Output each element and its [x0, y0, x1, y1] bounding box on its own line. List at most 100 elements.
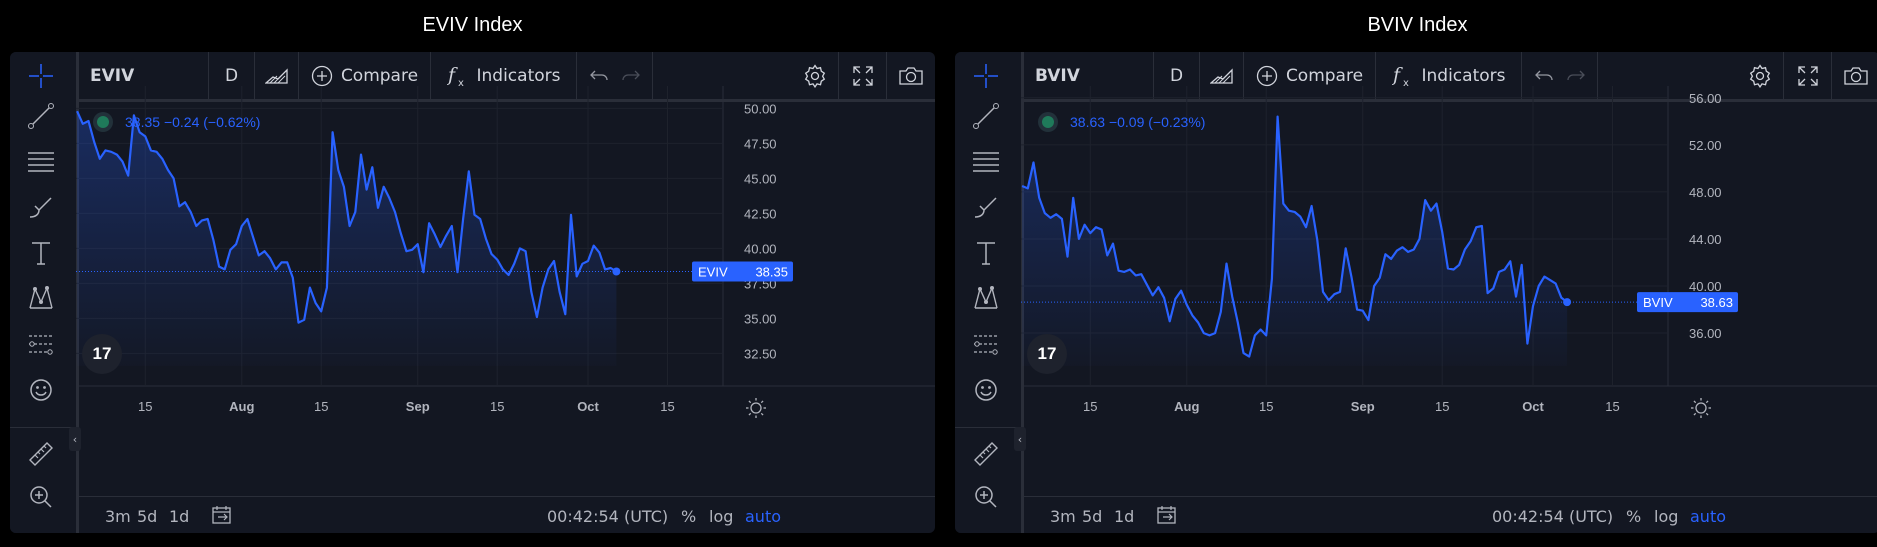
crosshair-icon[interactable] [971, 61, 1001, 91]
chart-type-button[interactable] [1200, 52, 1244, 99]
settings-button[interactable] [791, 52, 839, 99]
redo-icon[interactable] [1566, 68, 1585, 84]
redo-icon[interactable] [621, 68, 640, 84]
settings-button[interactable] [1736, 52, 1784, 99]
last-price-value: 38.35 [755, 265, 788, 280]
last-price-badge [1637, 292, 1738, 313]
interval-button[interactable]: D [209, 52, 255, 99]
fullscreen-button[interactable] [1784, 52, 1832, 99]
text-tool-icon[interactable] [26, 238, 56, 268]
ruler-icon[interactable] [971, 439, 1001, 469]
y-tick-label: 36.00 [1689, 326, 1722, 341]
svg-text:f: f [1392, 64, 1403, 86]
fullscreen-button[interactable] [839, 52, 887, 99]
indicators-label: Indicators [1421, 65, 1506, 86]
range-1d-button[interactable]: 1d [169, 507, 190, 526]
sun-icon[interactable] [1691, 398, 1711, 418]
crosshair-icon[interactable] [26, 61, 56, 91]
fib-lines-icon[interactable] [26, 146, 56, 176]
undo-icon[interactable] [1534, 68, 1553, 84]
y-tick-label: 32.50 [744, 346, 777, 361]
range-3m-button[interactable]: 3m [105, 507, 131, 526]
x-tick-label: 15 [1083, 399, 1097, 414]
x-tick-label: Aug [229, 399, 254, 414]
range-1d-button[interactable]: 1d [1114, 507, 1135, 526]
range-5d-button[interactable]: 5d [137, 507, 158, 526]
eviv-panel: EVIV Index ‹ [10, 0, 935, 547]
utc-clock[interactable]: 00:42:54 (UTC) [547, 507, 669, 526]
x-tick-label: 15 [490, 399, 504, 414]
brush-icon[interactable] [26, 192, 56, 222]
indicators-label: Indicators [476, 65, 561, 86]
ruler-icon[interactable] [26, 439, 56, 469]
trend-line-icon[interactable] [971, 101, 1001, 131]
undo-redo-group [1522, 52, 1598, 99]
calendar-icon [1157, 506, 1176, 524]
percent-scale-button[interactable]: % [681, 507, 697, 526]
x-tick-label: 15 [1605, 399, 1619, 414]
brush-icon[interactable] [971, 192, 1001, 222]
y-tick-label: 52.00 [1689, 138, 1722, 153]
add-circle-icon [311, 65, 333, 86]
auto-scale-button[interactable]: auto [1690, 507, 1727, 526]
pattern-tool-icon[interactable] [26, 283, 56, 313]
fib-lines-icon[interactable] [971, 146, 1001, 176]
sun-icon[interactable] [746, 398, 766, 418]
last-price-dot [612, 267, 621, 276]
price-chart[interactable]: 56.00 52.00 48.00 44.00 40.00 36.00 15 Aug 15 Sep… [955, 0, 1877, 547]
add-circle-icon [1256, 65, 1278, 86]
undo-icon[interactable] [589, 68, 608, 84]
interval-button[interactable]: D [1154, 52, 1200, 99]
compare-label: Compare [1285, 65, 1364, 86]
log-scale-button[interactable]: log [709, 507, 734, 526]
range-5d-button[interactable]: 5d [1082, 507, 1103, 526]
x-tick-label: Oct [577, 399, 599, 414]
emoji-icon[interactable] [26, 375, 56, 405]
price-chart[interactable]: 50.0047.5045.0042.5040.0037.5035.0032.50… [10, 0, 935, 547]
utc-clock[interactable]: 00:42:54 (UTC) [1492, 507, 1614, 526]
percent-scale-button[interactable]: % [1626, 507, 1642, 526]
prediction-tool-icon[interactable] [26, 329, 56, 359]
undo-redo-group [577, 52, 653, 99]
y-tick-label: 48.00 [1689, 185, 1722, 200]
go-to-date-button[interactable] [211, 504, 233, 530]
y-tick-label: 47.50 [744, 136, 777, 151]
log-scale-button[interactable]: log [1654, 507, 1679, 526]
compare-button[interactable]: Compare [1244, 52, 1376, 99]
chart-type-button[interactable] [255, 52, 299, 99]
last-price-dot [1563, 298, 1572, 307]
collapse-toolbar-button[interactable]: ‹ [1014, 427, 1026, 451]
zoom-in-icon[interactable] [26, 482, 56, 512]
symbol-search-button[interactable]: EVIV [79, 52, 209, 99]
svg-text:x: x [1403, 78, 1409, 88]
y-tick-label: 56.00 [1689, 91, 1722, 106]
auto-scale-button[interactable]: auto [745, 507, 782, 526]
range-3m-button[interactable]: 3m [1050, 507, 1076, 526]
zoom-in-icon[interactable] [971, 482, 1001, 512]
tradingview-logo: 17 [82, 334, 122, 374]
pattern-tool-icon[interactable] [971, 283, 1001, 313]
go-to-date-button[interactable] [1156, 504, 1178, 530]
left-drawing-toolbar [955, 52, 1024, 533]
bottom-toolbar: 3m 5d 1d 00:42:54 (UTC) % log auto [79, 496, 935, 533]
legend-value: 38.63 [1070, 114, 1106, 130]
symbol-search-button[interactable]: BVIV [1024, 52, 1154, 99]
svg-text:x: x [458, 78, 464, 88]
last-price-symbol: BVIV [1643, 295, 1673, 310]
x-tick-label: Aug [1174, 399, 1199, 414]
screenshot-button[interactable] [887, 52, 935, 99]
emoji-icon[interactable] [971, 375, 1001, 405]
fullscreen-icon [852, 65, 873, 86]
screenshot-button[interactable] [1832, 52, 1877, 99]
collapse-toolbar-button[interactable]: ‹ [69, 427, 81, 451]
svg-text:f: f [447, 64, 458, 86]
prediction-tool-icon[interactable] [971, 329, 1001, 359]
text-tool-icon[interactable] [971, 238, 1001, 268]
tradingview-logo: 17 [1027, 334, 1067, 374]
compare-button[interactable]: Compare [299, 52, 431, 99]
trend-line-icon[interactable] [26, 101, 56, 131]
x-tick-label: 15 [314, 399, 328, 414]
x-tick-label: 15 [1259, 399, 1273, 414]
